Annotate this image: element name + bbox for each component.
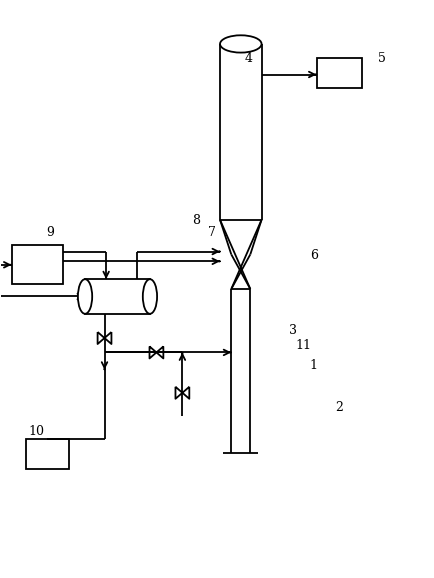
Text: 6: 6 (310, 249, 318, 262)
Bar (316, 58, 362, 88)
Text: 8: 8 (192, 214, 200, 228)
Text: 5: 5 (378, 52, 386, 65)
Text: 9: 9 (46, 226, 54, 239)
Bar (12, 245, 63, 284)
Text: 4: 4 (244, 52, 252, 65)
Text: 1: 1 (309, 358, 317, 372)
Bar (85, 279, 150, 314)
Text: 2: 2 (335, 401, 343, 414)
Text: 7: 7 (208, 226, 216, 239)
Bar (26, 439, 69, 469)
Ellipse shape (220, 35, 262, 53)
Text: 3: 3 (289, 324, 297, 337)
Ellipse shape (143, 279, 157, 314)
Ellipse shape (78, 279, 92, 314)
Text: 11: 11 (296, 339, 312, 352)
Text: 10: 10 (28, 425, 44, 439)
